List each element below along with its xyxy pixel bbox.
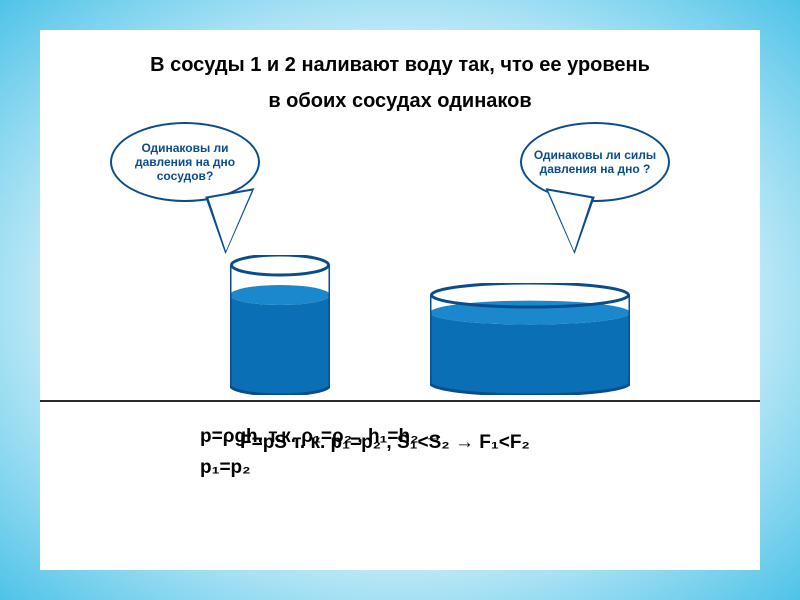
bubble-left-text: Одинаковы ли давления на дно сосудов?: [120, 141, 250, 183]
bubble-tail-left: [205, 188, 265, 256]
vessel-1-svg: [230, 255, 330, 395]
vessel-2: [430, 283, 630, 400]
vessel-1: [230, 255, 330, 400]
vessel-2-svg: [430, 283, 630, 395]
formula-area: p=ρgh, т.к. ρ₁=ρ₂ , h₁=h₂ → F=pS т. к. p…: [70, 424, 730, 481]
title-line-1: В сосуды 1 и 2 наливают воду так, что ее…: [70, 50, 730, 80]
title-line-2: в обоих сосудах одинаков: [70, 86, 730, 116]
bubble-tail-right: [535, 188, 595, 256]
ground-line: [40, 400, 760, 402]
bubble-right-text: Одинаковы ли силы давления на дно ?: [530, 148, 660, 176]
slide: В сосуды 1 и 2 наливают воду так, что ее…: [40, 30, 760, 570]
formula-line-2: F=pS т. к. p₁=p₂ , S₁<S₂ → F₁<F₂: [200, 430, 730, 456]
diagram-area: Одинаковы ли давления на дно сосудов? Од…: [70, 122, 730, 402]
speech-bubble-right: Одинаковы ли силы давления на дно ?: [520, 122, 670, 202]
formula-line-3: p₁=p₂: [200, 455, 730, 481]
